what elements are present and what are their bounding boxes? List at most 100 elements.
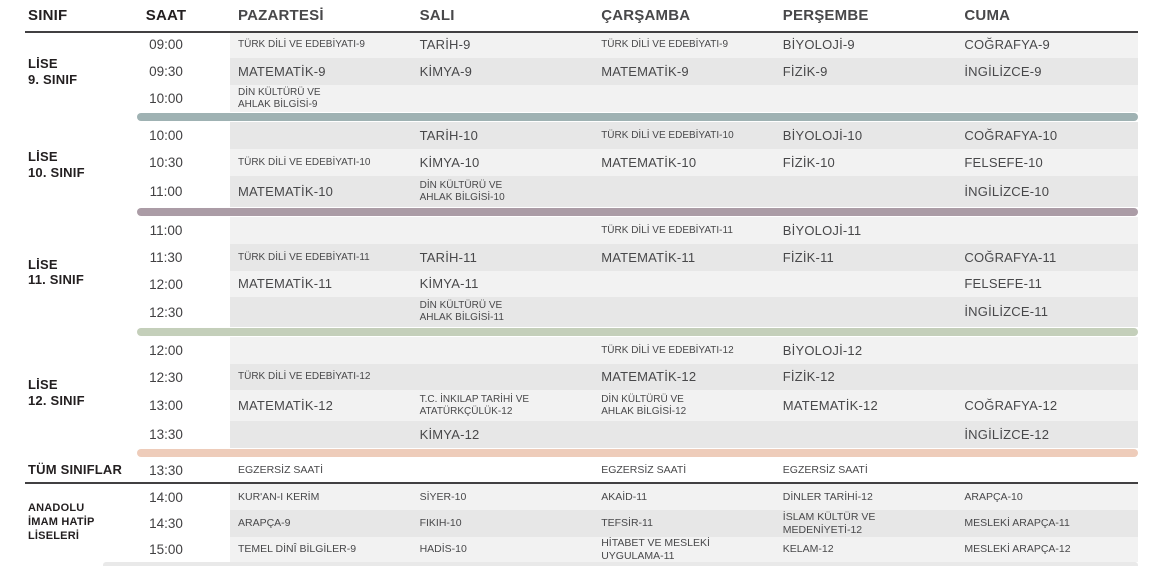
schedule-row: 11:00 MATEMATİK-10 DİN KÜLTÜRÜ VE AHLAK Bİ… [130, 176, 1160, 207]
schedule-row: 14:00 KUR'AN-I KERİM SİYER-10 AKAİD-11 DİNLE… [130, 484, 1160, 510]
subject-cell: MATEMATİK-10 [238, 183, 334, 199]
schedule-row: 10:30 TÜRK DİLİ VE EDEBİYATI-10 KİMYA-10 MA… [130, 149, 1160, 176]
subject-cell: DİN KÜLTÜRÜ VE AHLAK BİLGİSİ-9 [238, 86, 321, 110]
row-cells: EGZERSİZ SAATİ EGZERSİZ SAATİ EGZERSİZ SAA… [230, 458, 1138, 482]
subject-cell: EGZERSİZ SAATİ [782, 463, 868, 476]
time-cell: 12:30 [149, 304, 183, 320]
col-header-saat: SAAT [145, 7, 187, 24]
subject-cell: FİZİK-11 [782, 249, 834, 265]
subject-cell: MATEMATİK-11 [238, 276, 333, 292]
subject-cell: TEFSİR-11 [601, 517, 653, 530]
section-rows: 11:00 TÜRK DİLİ VE EDEBİYATI-11 BİYOLOJİ-1… [130, 217, 1160, 327]
schedule-row: 11:00 TÜRK DİLİ VE EDEBİYATI-11 BİYOLOJİ-1… [130, 217, 1160, 244]
subject-cell: FİZİK-10 [782, 154, 835, 170]
subject-cell: FIKIH-10 [419, 517, 462, 530]
empty-cell [775, 297, 957, 327]
time-cell: 11:30 [149, 250, 183, 265]
subject-cell: HİTABET VE MESLEKİ UYGULAMA-11 [601, 536, 710, 562]
empty-cell [230, 217, 412, 244]
subject-cell: FİZİK-9 [782, 63, 828, 79]
section-label-col: LİSE 10. SINIF [0, 122, 130, 207]
col-header-sinif: SINIF [28, 7, 68, 24]
schedule-body: LİSE 9. SINIF 09:00 TÜRK DİLİ VE EDEBİYATI… [0, 31, 1160, 566]
empty-cell [956, 337, 1138, 364]
time-cell: 09:30 [149, 64, 183, 79]
subject-cell: TARİH-10 [419, 127, 479, 143]
subject-cell: MATEMATİK-12 [782, 397, 878, 413]
col-header-pazartesi: PAZARTESİ [238, 6, 324, 24]
schedule-row: 12:30 TÜRK DİLİ VE EDEBİYATI-12 MATEMATİK-… [130, 364, 1160, 390]
time-cell: 12:00 [149, 276, 183, 292]
subject-cell: MATEMATİK-12 [238, 397, 334, 413]
subject-cell: ARAPÇA-9 [238, 517, 291, 530]
schedule-row: 09:00 TÜRK DİLİ VE EDEBİYATI-9 TARİH-9 TÜRK… [130, 31, 1160, 58]
subject-cell: MATEMATİK-12 [601, 369, 697, 385]
schedule-row: 12:00 TÜRK DİLİ VE EDEBİYATI-12 BİYOLOJİ-1… [130, 337, 1160, 364]
empty-cell [593, 176, 775, 207]
subject-cell: BİYOLOJİ-9 [782, 36, 855, 52]
section-imam-hatip: ANADOLU İMAM HATİP LİSELERİ 14:00 KUR'AN-I… [0, 484, 1160, 562]
subject-cell: KİMYA-9 [419, 63, 473, 79]
subject-cell: TÜRK DİLİ VE EDEBİYATI-9 [238, 38, 365, 50]
section-lise-11: LİSE 11. SINIF 11:00 TÜRK DİLİ VE EDEBİYAT… [0, 217, 1160, 327]
row-cells: DİN KÜLTÜRÜ VE AHLAK BİLGİSİ-9 [230, 85, 1138, 112]
schedule-row: 15:00 TEMEL DİNÎ BİLGİLER-9 HADİS-10 HİTABE… [130, 537, 1160, 562]
subject-cell: MATEMATİK-10 [601, 154, 697, 170]
schedule-row: 09:30 MATEMATİK-9 KİMYA-9 MATEMATİK-9 FİZİK-… [130, 58, 1160, 85]
section-tum-siniflar: TÜM SINIFLAR 13:30 EGZERSİZ SAATİ EGZERSİZ … [0, 458, 1160, 482]
schedule-row: 13:00 MATEMATİK-12 T.C. İNKILAP TARİHİ VE … [130, 390, 1160, 421]
time-cell: 11:00 [149, 184, 183, 199]
col-header-sali: SALI [419, 6, 455, 24]
time-cell: 10:00 [149, 128, 183, 143]
section-lise-10: LİSE 10. SINIF 10:00 TARİH-10 TÜRK DİLİ VE … [0, 122, 1160, 207]
schedule-row: 13:30 EGZERSİZ SAATİ EGZERSİZ SAATİ EGZERSİ… [130, 458, 1160, 482]
section-lise-9: LİSE 9. SINIF 09:00 TÜRK DİLİ VE EDEBİYATI… [0, 31, 1160, 112]
empty-cell [775, 271, 957, 297]
schedule-row: 12:00 MATEMATİK-11 KİMYA-11 FELSEFE-11 [130, 271, 1160, 297]
empty-cell [593, 421, 775, 448]
section-divider-bar [137, 208, 1138, 216]
subject-cell: KELAM-12 [782, 543, 834, 556]
subject-cell: TÜRK DİLİ VE EDEBİYATI-12 [601, 344, 734, 356]
empty-cell [956, 217, 1138, 244]
row-cells: KUR'AN-I KERİM SİYER-10 AKAİD-11 DİNLER TAR… [230, 484, 1138, 510]
time-cell: 09:00 [149, 37, 183, 52]
section-rows: 10:00 TARİH-10 TÜRK DİLİ VE EDEBİYATI-10 Bİ… [130, 122, 1160, 207]
section-label: TÜM SINIFLAR [28, 462, 123, 478]
section-label-col: LİSE 9. SINIF [0, 31, 130, 112]
section-label: LİSE 11. SINIF [28, 256, 84, 287]
schedule-row: 11:30 TÜRK DİLİ VE EDEBİYATI-11 TARİH-11 MA… [130, 244, 1160, 271]
time-cell: 12:30 [149, 369, 183, 385]
section-rows: 14:00 KUR'AN-I KERİM SİYER-10 AKAİD-11 DİNLE… [130, 484, 1160, 562]
col-header-cuma: CUMA [964, 6, 1011, 24]
subject-cell: MATEMATİK-9 [238, 63, 326, 79]
row-cells: TÜRK DİLİ VE EDEBİYATI-11 BİYOLOJİ-11 [230, 217, 1138, 244]
subject-cell: MESLEKİ ARAPÇA-11 [964, 517, 1070, 530]
subject-cell: KUR'AN-I KERİM [238, 490, 320, 503]
row-cells: MATEMATİK-11 KİMYA-11 FELSEFE-11 [230, 271, 1138, 297]
subject-cell: KİMYA-12 [419, 426, 480, 442]
subject-cell: TÜRK DİLİ VE EDEBİYATI-11 [238, 251, 370, 263]
subject-cell: İNGİLİZCE-12 [964, 426, 1050, 442]
subject-cell: KİMYA-11 [419, 276, 479, 292]
empty-cell [956, 85, 1138, 112]
empty-cell [230, 297, 412, 327]
section-rows: 09:00 TÜRK DİLİ VE EDEBİYATI-9 TARİH-9 TÜRK… [130, 31, 1160, 112]
subject-cell: DİN KÜLTÜRÜ VE AHLAK BİLGİSİ-12 [601, 393, 687, 417]
empty-cell [775, 85, 957, 112]
subject-cell: DİN KÜLTÜRÜ VE AHLAK BİLGİSİ-10 [419, 179, 505, 203]
subject-cell: MATEMATİK-9 [601, 63, 689, 79]
row-cells: TÜRK DİLİ VE EDEBİYATI-12 MATEMATİK-12 FİZ… [230, 364, 1138, 390]
row-cells: TÜRK DİLİ VE EDEBİYATI-9 TARİH-9 TÜRK DİLİ… [230, 31, 1138, 58]
row-cells: KİMYA-12 İNGİLİZCE-12 [230, 421, 1138, 448]
section-divider-bar [137, 328, 1138, 336]
subject-cell: TÜRK DİLİ VE EDEBİYATI-10 [601, 129, 734, 141]
subject-cell: COĞRAFYA-10 [964, 127, 1058, 143]
empty-cell [775, 176, 957, 207]
subject-cell: TARİH-9 [419, 36, 471, 52]
section-divider-bar [137, 449, 1138, 457]
subject-cell: FELSEFE-10 [964, 154, 1043, 170]
schedule-row: 10:00 TARİH-10 TÜRK DİLİ VE EDEBİYATI-10 Bİ… [130, 122, 1160, 149]
section-rows: 13:30 EGZERSİZ SAATİ EGZERSİZ SAATİ EGZERSİ… [130, 458, 1160, 482]
